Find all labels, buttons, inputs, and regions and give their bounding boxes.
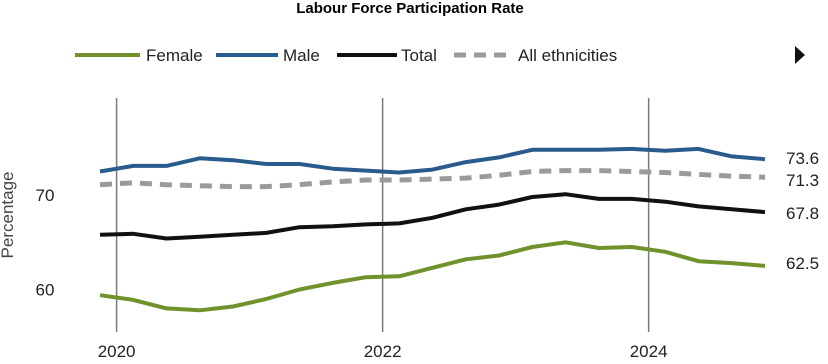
series-line-female (99, 240, 766, 313)
x-axis-tick-labels: 2020 2022 2024 (98, 342, 668, 361)
end-value-labels: 73.6 71.3 67.8 62.5 (786, 149, 819, 273)
end-label-female: 62.5 (786, 254, 819, 273)
legend-label-female: Female (146, 46, 203, 65)
y-tick-label: 70 (36, 186, 55, 205)
chart-legend: Female Male Total All ethnicities (75, 46, 617, 65)
series-lines (99, 146, 766, 313)
legend-label-total: Total (401, 46, 437, 65)
chart-title: Labour Force Participation Rate (296, 0, 524, 17)
vertical-gridlines (115, 98, 650, 332)
series-line-male (99, 146, 766, 175)
y-tick-label: 60 (36, 281, 55, 300)
end-label-male: 73.6 (786, 149, 819, 168)
play-icon[interactable] (795, 46, 805, 64)
end-label-all-ethnicities: 71.3 (786, 171, 819, 190)
series-line-all-ethnicities (99, 168, 766, 190)
legend-label-male: Male (283, 46, 320, 65)
x-tick-label: 2024 (630, 342, 668, 361)
end-label-total: 67.8 (786, 204, 819, 223)
x-tick-label: 2022 (364, 342, 402, 361)
y-axis-tick-labels: 60 70 (36, 186, 55, 299)
legend-label-all-ethnicities: All ethnicities (518, 46, 617, 65)
series-line-total (99, 192, 766, 241)
y-axis-label: Percentage (0, 172, 17, 259)
x-tick-label: 2020 (98, 342, 136, 361)
